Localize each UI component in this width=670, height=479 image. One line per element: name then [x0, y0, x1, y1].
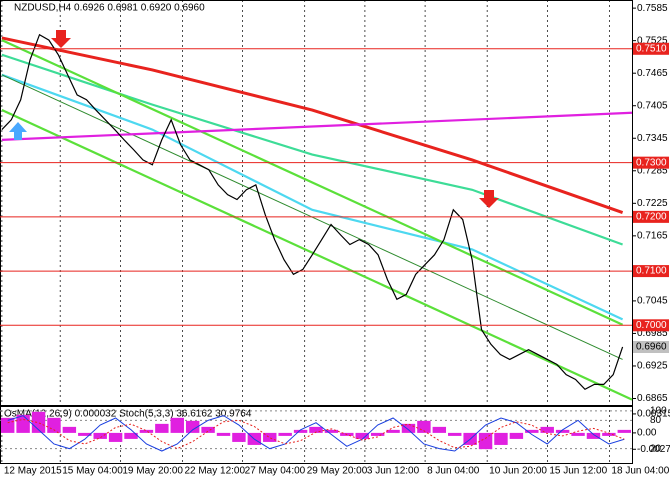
buy-arrow: [9, 122, 27, 140]
osma-bar: [370, 432, 385, 436]
x-tick-label: 29 May 20:00: [307, 466, 368, 477]
x-tick-label: 8 Jun 04:00: [427, 466, 480, 477]
osma-bar: [386, 429, 400, 433]
osma-bar: [355, 432, 369, 439]
level-box: [633, 156, 669, 169]
osma-bar: [232, 432, 246, 442]
x-tick-label: 12 May 2015: [4, 466, 62, 477]
osma-bar: [62, 426, 77, 433]
level-label: 0.7000: [636, 320, 667, 331]
indicator-line: [1, 109, 633, 401]
osma-bar: [478, 432, 493, 450]
level-box: [633, 319, 669, 332]
y-tick-label: 0.6985: [637, 328, 668, 339]
osma-bar: [216, 432, 231, 436]
y-tick-label: 0.6865: [637, 393, 668, 404]
y-tick-label: 0.7525: [637, 35, 668, 46]
y-tick-label: 0.00315: [637, 409, 670, 420]
y-tick-label: 0.7405: [637, 100, 668, 111]
level-label: 0.7200: [636, 212, 667, 223]
stoch-line: [7, 418, 625, 450]
osma-bar: [263, 432, 277, 442]
osma-bar: [617, 429, 631, 433]
osma-bar: [571, 432, 585, 436]
x-tick-label: 3 Jun 12:00: [367, 466, 420, 477]
y-tick-label: 0.7585: [637, 3, 668, 14]
x-tick-label: 10 Jun 20:00: [489, 466, 547, 477]
stoch-line: [7, 415, 625, 452]
y-tick-label: 0.7285: [637, 165, 668, 176]
osma-bar: [309, 426, 323, 433]
y-tick-label: 0.00: [637, 428, 657, 439]
indicator-line: [1, 111, 633, 141]
osma-bar: [494, 432, 508, 445]
osma-bar: [555, 429, 570, 433]
y-tick-label: 0.7165: [637, 230, 668, 241]
current-price-box: [633, 340, 669, 353]
current-price-label: 0.6960: [636, 342, 667, 353]
osma-bar: [540, 426, 554, 433]
y-tick-label: 0.6925: [637, 361, 668, 372]
y-tick-label: 0.7345: [637, 133, 668, 144]
osma-bar: [1, 417, 15, 433]
level-box: [633, 42, 669, 55]
y2-tick-label: 20: [650, 443, 662, 454]
osma-bar: [124, 432, 138, 439]
level-label: 0.7510: [636, 43, 667, 54]
osma-bar: [448, 432, 462, 436]
osma-bar: [278, 432, 292, 436]
osma-bar: [93, 432, 107, 439]
y-tick-label: 0.7465: [637, 68, 668, 79]
indicator-line: [1, 39, 624, 326]
chart-title: NZDUSD,H4 0.6926 0.6981 0.6920 0.6960: [14, 3, 205, 14]
x-tick-label: 27 May 04:00: [245, 466, 306, 477]
indicator-line: [1, 53, 623, 246]
osma-bar: [586, 432, 601, 439]
osma-bar: [602, 432, 616, 436]
x-tick-label: 15 May 04:00: [62, 466, 123, 477]
y-tick-label: 0.7045: [637, 296, 668, 307]
y-tick-label: -0.00272: [637, 444, 670, 455]
y2-tick-label: 100: [650, 406, 667, 417]
y2-tick-label: 80: [650, 415, 662, 426]
level-label: 0.7100: [636, 266, 667, 277]
y-tick-label: 0.7225: [637, 198, 668, 209]
indicator-title: OsMA(12,26,9) 0.000032 Stoch(5,3,3) 36.6…: [4, 409, 252, 420]
x-tick-label: 15 Jun 12:00: [549, 466, 607, 477]
indicator-line: [1, 73, 624, 321]
level-box: [633, 210, 669, 223]
x-tick-label: 22 May 12:00: [184, 466, 245, 477]
osma-bar: [525, 429, 539, 433]
osma-bar: [108, 432, 123, 442]
osma-bar: [417, 420, 431, 433]
osma-bar: [324, 429, 339, 433]
osma-bar: [509, 432, 524, 439]
osma-bar: [78, 432, 92, 436]
osma-bar: [201, 426, 215, 433]
x-tick-label: 19 May 20:00: [122, 466, 183, 477]
sell-arrow: [51, 30, 71, 48]
osma-bar: [185, 420, 200, 433]
osma-bar: [170, 417, 184, 433]
indicator-frame: [0, 406, 633, 464]
osma-bar: [432, 426, 447, 433]
sell-arrow: [479, 190, 499, 208]
level-box: [633, 265, 669, 278]
osma-bar: [31, 411, 46, 433]
indicator-line: [1, 36, 624, 214]
osma-bar: [139, 429, 154, 433]
x-tick-label: 18 Jun 04:00: [611, 466, 669, 477]
osma-bar: [155, 423, 169, 433]
price-line: [1, 33, 624, 391]
osma-bar: [47, 417, 61, 433]
osma-bar: [293, 429, 308, 433]
osma-bar: [401, 423, 416, 433]
level-label: 0.7300: [636, 157, 667, 168]
